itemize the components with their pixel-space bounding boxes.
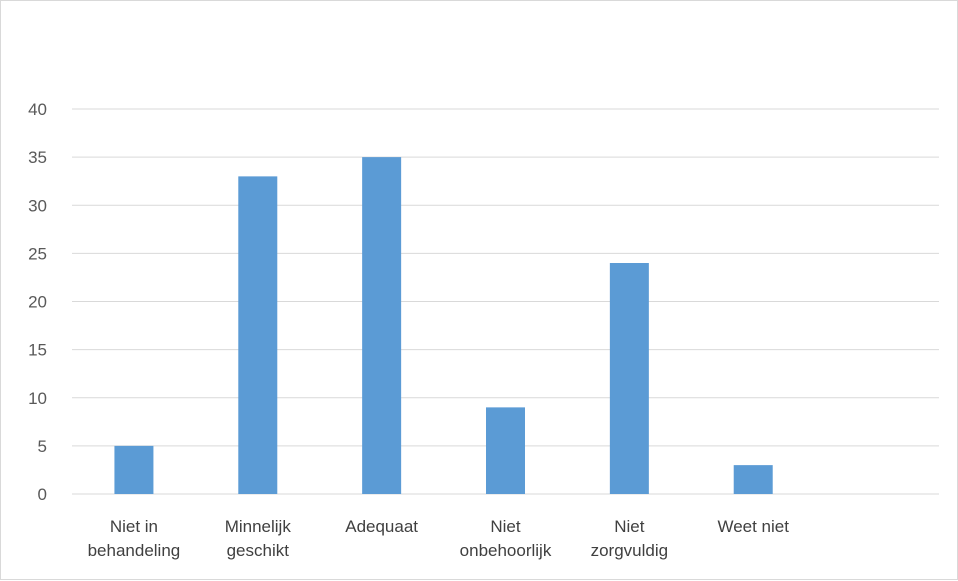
bar: [362, 157, 402, 494]
y-axis-ticks: 0 5 10 15 20 25 30 35 40: [28, 100, 47, 504]
x-category-label: Adequaat: [345, 517, 418, 536]
x-category-label: Niet onbehoorlijk: [460, 517, 552, 560]
y-tick-label: 5: [38, 437, 47, 456]
y-tick-label: 35: [28, 148, 47, 167]
y-tick-label: 40: [28, 100, 47, 119]
x-category-label: Niet zorgvuldig: [591, 517, 669, 560]
y-tick-label: 10: [28, 389, 47, 408]
bars: [114, 157, 773, 494]
x-category-label: Weet niet: [717, 517, 789, 536]
y-tick-label: 30: [28, 196, 47, 215]
y-tick-label: 15: [28, 341, 47, 360]
bar: [486, 407, 525, 494]
bar: [609, 263, 649, 494]
x-category-label: Niet in behandeling: [88, 517, 181, 560]
y-tick-label: 25: [28, 244, 47, 263]
x-category-label: Minnelijk geschikt: [225, 517, 292, 560]
gridlines: [72, 108, 939, 495]
x-axis-labels: Niet in behandeling Minnelijk geschikt Adequ…: [88, 517, 790, 560]
y-tick-label: 20: [28, 293, 47, 312]
y-tick-label: 0: [38, 485, 47, 504]
bar: [238, 176, 278, 494]
bar: [114, 445, 154, 494]
bar: [733, 465, 773, 494]
